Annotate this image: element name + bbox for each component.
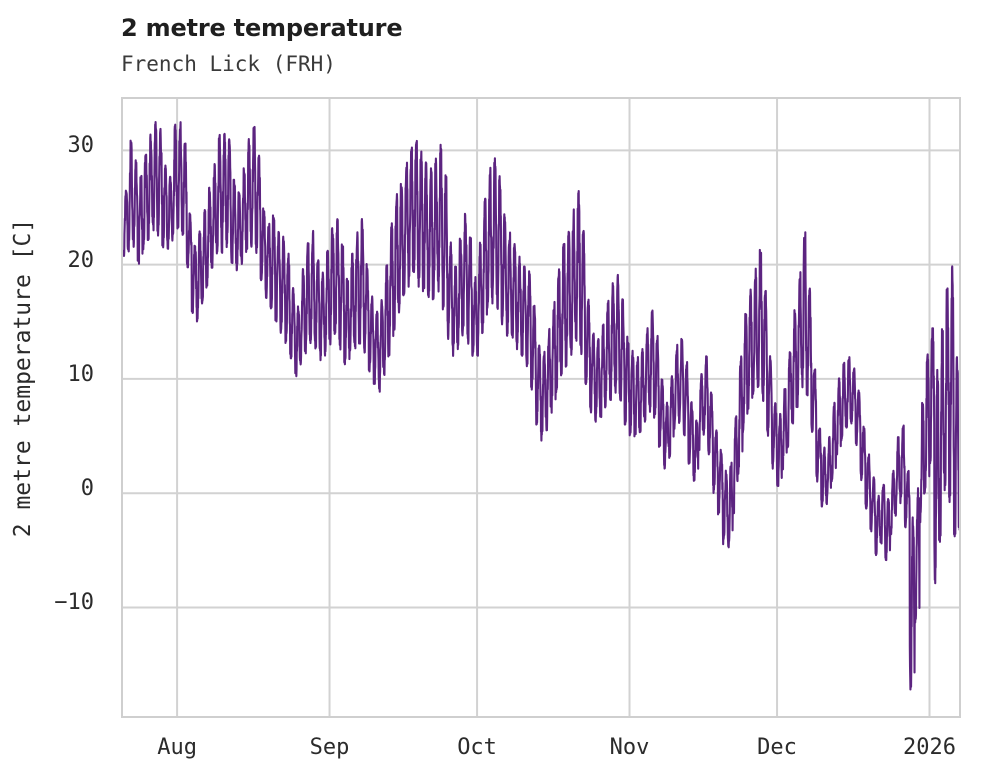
chart-title: 2 metre temperature xyxy=(121,14,403,42)
x-tick-label: Aug xyxy=(157,735,197,760)
y-axis-tick-labels: 30 20 10 0 −10 xyxy=(0,0,108,782)
y-tick-label: −10 xyxy=(54,590,94,616)
x-tick-label: Oct xyxy=(457,735,497,760)
chart-subtitle: French Lick (FRH) xyxy=(121,52,336,76)
y-tick-label: 0 xyxy=(80,476,94,502)
x-tick-label: Sep xyxy=(309,735,350,760)
plot-area xyxy=(121,97,961,718)
x-tick-label: Nov xyxy=(609,735,650,760)
y-tick-label: 20 xyxy=(67,247,95,273)
x-tick-label: 2026 xyxy=(902,735,956,760)
y-tick-label: 10 xyxy=(67,361,95,387)
temperature-series-line xyxy=(123,121,959,691)
temperature-line-path xyxy=(123,121,959,691)
x-tick-label: Dec xyxy=(757,735,797,760)
y-tick-label: 30 xyxy=(67,133,95,159)
